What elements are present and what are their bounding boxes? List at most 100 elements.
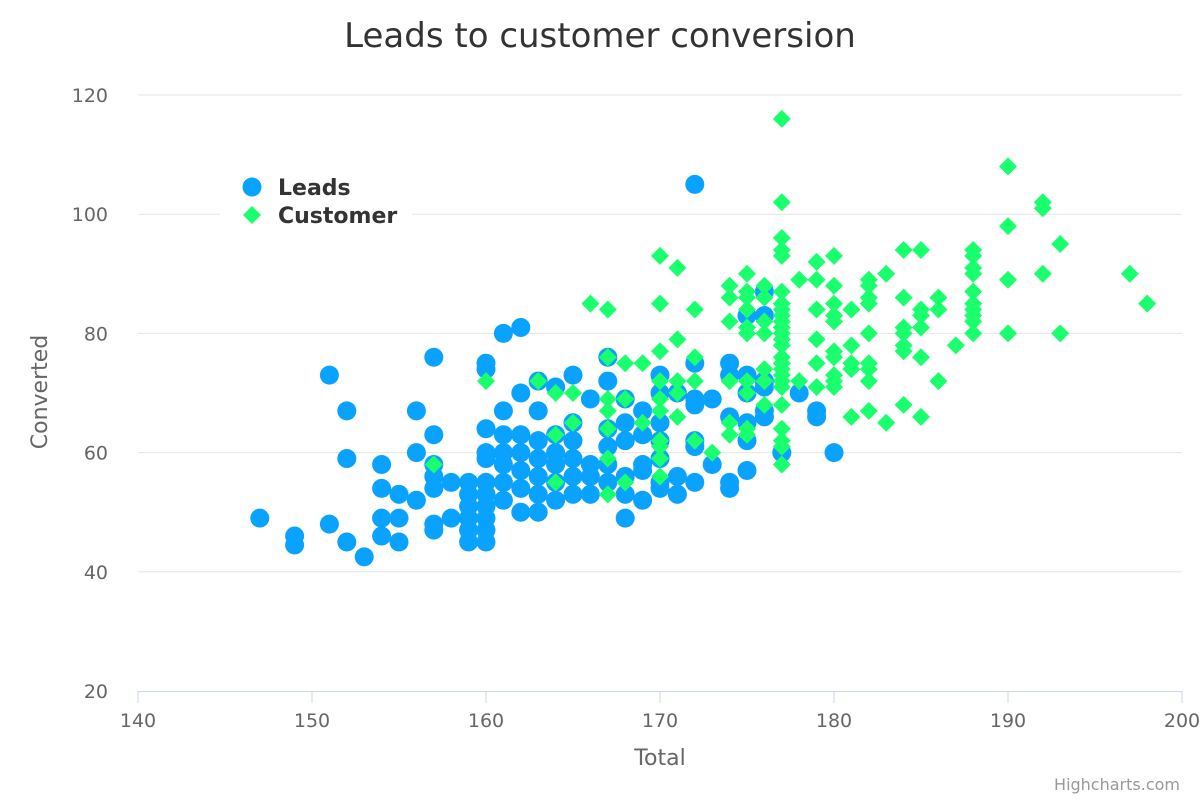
credits-link[interactable]: Highcharts.com	[1054, 775, 1180, 794]
leads-point	[511, 317, 531, 337]
leads-point	[337, 401, 357, 421]
customer-point	[598, 419, 617, 438]
leads-point	[580, 466, 600, 486]
leads-point	[372, 478, 392, 498]
leads-point	[511, 425, 531, 445]
leads-point	[528, 431, 548, 451]
leads-point	[667, 484, 687, 504]
legend[interactable]: Leads Customer	[220, 168, 412, 232]
customer-point	[912, 318, 930, 337]
customer-point	[720, 288, 739, 307]
leads-point	[319, 365, 339, 385]
customer-point	[738, 372, 756, 391]
leads-point	[580, 484, 600, 504]
customer-point	[598, 389, 617, 408]
customer-point	[598, 401, 617, 420]
leads-point	[337, 449, 357, 469]
leads-point	[685, 395, 705, 415]
customer-point	[581, 294, 600, 313]
leads-point	[789, 383, 809, 403]
customer-point	[929, 372, 948, 391]
customer-point	[929, 288, 948, 307]
leads-point	[441, 472, 461, 492]
leads-point	[685, 472, 705, 492]
customer-point	[894, 395, 913, 414]
customer-point	[668, 407, 687, 426]
leads-point	[424, 425, 444, 445]
customer-point	[929, 300, 948, 319]
legend-marker-customer	[243, 206, 261, 224]
customer-point	[1051, 324, 1070, 343]
customer-point	[894, 240, 913, 259]
leads-point	[563, 466, 583, 486]
leads-point	[720, 478, 740, 498]
customer-point	[964, 324, 983, 343]
customer-point	[964, 264, 983, 283]
leads-point	[406, 490, 426, 510]
leads-point	[824, 443, 844, 463]
leads-point	[511, 383, 531, 403]
customer-point	[999, 157, 1017, 176]
leads-point	[372, 455, 392, 475]
customer-point	[842, 360, 861, 379]
leads-point	[528, 449, 548, 469]
customer-point	[738, 264, 756, 283]
customer-point	[999, 324, 1017, 343]
customer-point	[772, 229, 791, 248]
customer-point	[825, 294, 843, 313]
grid-lines	[138, 94, 1182, 573]
legend-item-leads[interactable]: Leads	[242, 176, 351, 201]
leads-point	[528, 401, 548, 421]
leads-point	[511, 478, 531, 498]
customer-point	[616, 473, 635, 492]
customer-point	[633, 413, 652, 432]
leads-point	[372, 526, 392, 546]
series-leads	[250, 174, 844, 567]
leads-point	[633, 460, 653, 480]
leads-point	[650, 413, 670, 433]
leads-point	[667, 466, 687, 486]
customer-point	[790, 372, 809, 391]
leads-point	[807, 407, 827, 427]
leads-point	[285, 535, 305, 555]
customer-point	[772, 282, 791, 301]
leads-point	[493, 455, 513, 475]
customer-point	[964, 246, 983, 265]
customer-point	[685, 300, 704, 319]
customer-point	[772, 193, 791, 212]
legend-marker-leads	[242, 177, 262, 197]
customer-point	[616, 389, 635, 408]
customer-point	[1120, 264, 1139, 283]
x-axis-title: Total	[633, 746, 685, 771]
customer-point	[651, 294, 669, 313]
leads-point	[476, 532, 496, 552]
customer-point	[685, 348, 704, 367]
leads-point	[615, 431, 635, 451]
customer-point	[772, 419, 791, 438]
customer-point	[999, 270, 1017, 289]
customer-point	[703, 443, 722, 462]
customer-point	[668, 372, 687, 391]
customer-point	[598, 300, 617, 319]
customer-point	[807, 252, 826, 271]
customer-point	[651, 389, 669, 408]
leads-point	[615, 413, 635, 433]
leads-point	[598, 472, 618, 492]
customer-point	[755, 288, 774, 307]
y-tick-label: 40	[84, 562, 108, 584]
leads-point	[319, 514, 339, 534]
leads-point	[563, 484, 583, 504]
customer-point	[668, 258, 687, 277]
customer-point	[546, 425, 565, 444]
leads-point	[633, 401, 653, 421]
leads-point	[493, 323, 513, 343]
leads-point	[372, 508, 392, 528]
leads-point	[337, 532, 357, 552]
customer-point	[651, 467, 669, 486]
chart-title: Leads to customer conversion	[344, 16, 856, 56]
customer-point	[807, 378, 826, 397]
y-tick-label: 80	[84, 323, 108, 345]
legend-item-customer[interactable]: Customer	[243, 204, 397, 229]
leads-point	[493, 490, 513, 510]
customer-point	[1138, 294, 1157, 313]
